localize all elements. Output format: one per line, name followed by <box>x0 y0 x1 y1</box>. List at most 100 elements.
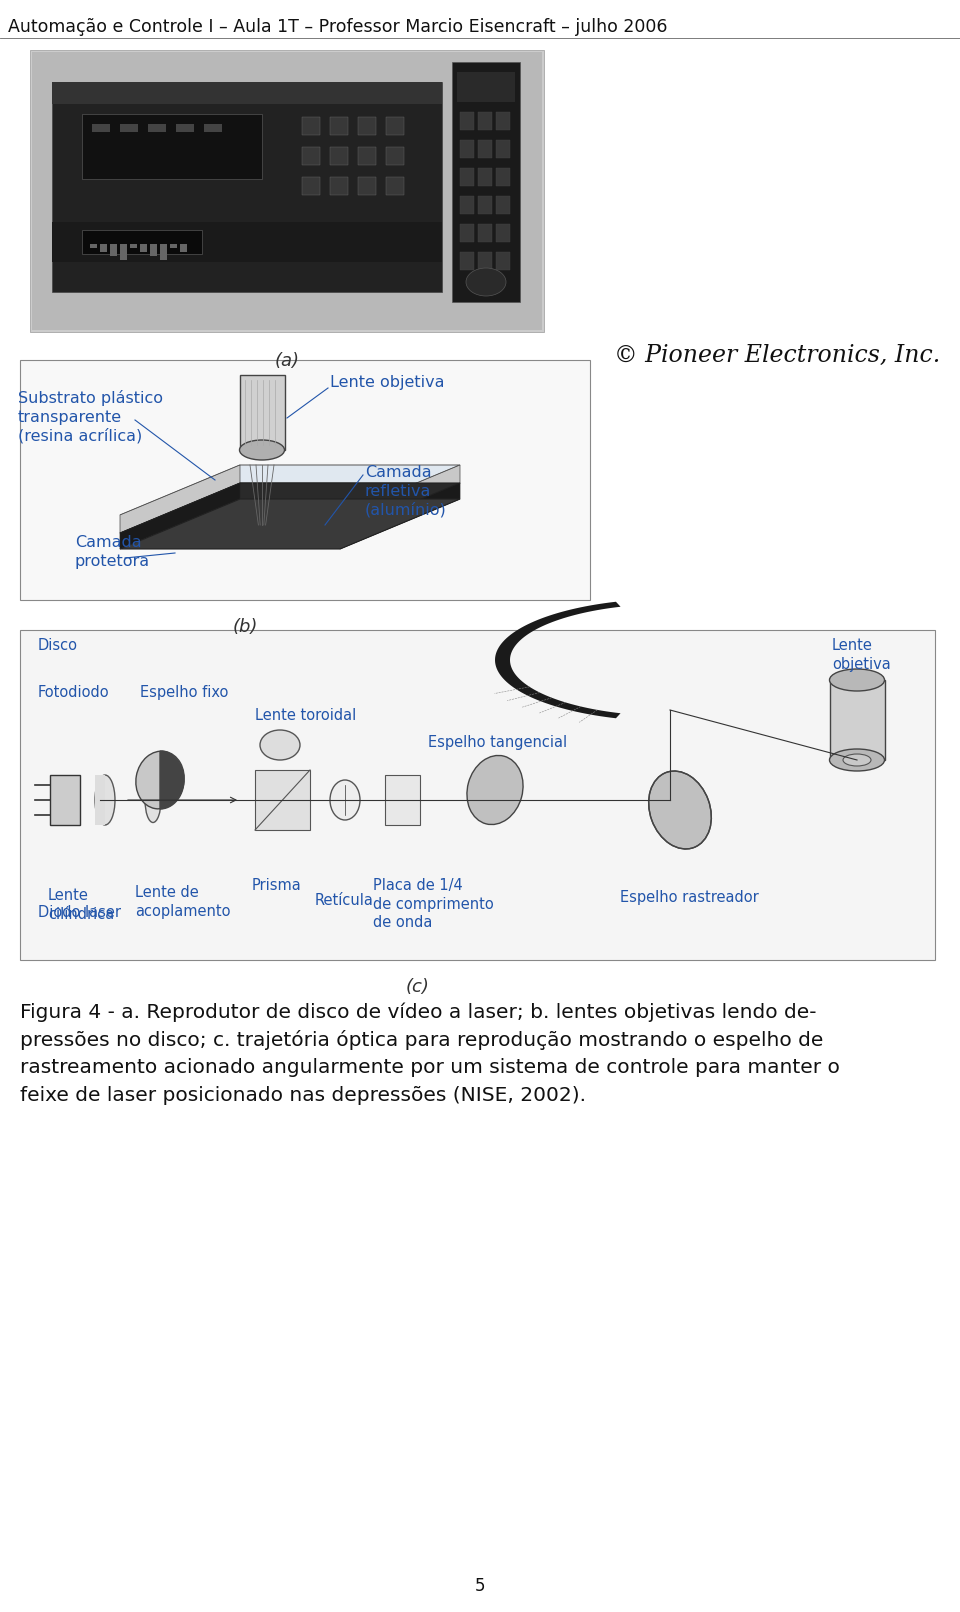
Bar <box>386 177 404 195</box>
Text: Automação e Controle I – Aula 1T – Professor Marcio Eisencraft – julho 2006: Automação e Controle I – Aula 1T – Profe… <box>8 18 667 35</box>
Ellipse shape <box>135 751 184 809</box>
Text: Figura 4 - a. Reprodutor de disco de vídeo a laser; b. lentes objetivas lendo de: Figura 4 - a. Reprodutor de disco de víd… <box>20 1003 817 1022</box>
Text: © Pioneer Electronics, Inc.: © Pioneer Electronics, Inc. <box>613 343 940 368</box>
Text: Placa de 1/4
de comprimento
de onda: Placa de 1/4 de comprimento de onda <box>373 879 493 930</box>
Bar <box>496 224 510 242</box>
Ellipse shape <box>95 775 115 825</box>
Bar <box>82 114 262 179</box>
Bar <box>460 197 474 214</box>
Polygon shape <box>255 771 310 830</box>
Bar <box>120 243 127 260</box>
Bar <box>30 50 544 332</box>
Text: (c): (c) <box>405 978 429 996</box>
Bar <box>140 243 147 251</box>
Ellipse shape <box>649 771 711 850</box>
Polygon shape <box>340 484 460 550</box>
Bar <box>385 775 420 825</box>
Ellipse shape <box>843 754 871 766</box>
Bar <box>496 140 510 158</box>
Bar <box>452 61 520 301</box>
Bar <box>92 124 110 132</box>
Bar <box>460 140 474 158</box>
Bar <box>496 168 510 185</box>
Bar <box>32 52 542 330</box>
Text: (a): (a) <box>275 351 300 371</box>
Bar <box>52 82 442 292</box>
Text: Espelho rastreador: Espelho rastreador <box>620 890 758 904</box>
Polygon shape <box>120 464 460 514</box>
Bar <box>478 251 492 269</box>
Bar <box>330 177 348 195</box>
Ellipse shape <box>330 780 360 821</box>
Text: Espelho fixo: Espelho fixo <box>140 685 228 700</box>
Bar <box>457 73 515 102</box>
Bar <box>460 224 474 242</box>
Bar <box>386 147 404 164</box>
Text: feixe de laser posicionado nas depressões (NISE, 2002).: feixe de laser posicionado nas depressõe… <box>20 1086 586 1104</box>
Bar <box>176 124 194 132</box>
Bar <box>148 124 166 132</box>
Bar <box>302 118 320 135</box>
Bar <box>478 111 492 131</box>
Bar <box>160 243 167 260</box>
Polygon shape <box>120 484 460 534</box>
Bar <box>478 224 492 242</box>
Bar <box>302 177 320 195</box>
Text: Lente toroidal: Lente toroidal <box>255 708 356 724</box>
Text: Espelho tangencial: Espelho tangencial <box>428 735 567 750</box>
Bar <box>170 243 177 248</box>
Bar <box>496 111 510 131</box>
Text: Camada
protetora: Camada protetora <box>75 535 150 569</box>
Bar <box>240 376 285 450</box>
Ellipse shape <box>145 777 161 822</box>
Bar <box>95 775 105 825</box>
Polygon shape <box>120 464 240 534</box>
Text: Substrato plástico
transparente
(resina acrílica): Substrato plástico transparente (resina … <box>18 390 163 443</box>
Text: Camada
refletiva
(alumínio): Camada refletiva (alumínio) <box>365 464 446 517</box>
Bar <box>302 147 320 164</box>
Bar <box>90 243 97 248</box>
Text: rastreamento acionado angularmente por um sistema de controle para manter o: rastreamento acionado angularmente por u… <box>20 1057 840 1077</box>
Bar <box>460 251 474 269</box>
Bar <box>386 118 404 135</box>
Polygon shape <box>120 500 460 550</box>
Bar <box>460 111 474 131</box>
Bar <box>358 147 376 164</box>
Text: Disco: Disco <box>38 638 78 653</box>
Text: pressões no disco; c. trajetória óptica para reprodução mostrando o espelho de: pressões no disco; c. trajetória óptica … <box>20 1030 824 1049</box>
Text: 5: 5 <box>475 1577 485 1594</box>
Bar <box>110 243 117 256</box>
Text: Prisma: Prisma <box>252 879 301 893</box>
Text: Diodo laser: Diodo laser <box>38 904 121 920</box>
Ellipse shape <box>260 730 300 759</box>
Ellipse shape <box>466 268 506 297</box>
Bar <box>120 124 138 132</box>
Ellipse shape <box>829 750 884 771</box>
Polygon shape <box>120 484 240 550</box>
Bar <box>204 124 222 132</box>
Bar <box>52 222 442 263</box>
Ellipse shape <box>239 440 284 459</box>
Text: Lente de
acoplamento: Lente de acoplamento <box>135 885 230 919</box>
Bar <box>50 775 80 825</box>
Bar <box>20 630 935 961</box>
Bar <box>478 140 492 158</box>
Text: (b): (b) <box>232 617 257 637</box>
Ellipse shape <box>467 756 523 825</box>
Bar <box>496 197 510 214</box>
Polygon shape <box>340 464 460 534</box>
Bar <box>52 82 442 105</box>
Bar <box>100 243 107 251</box>
Bar <box>830 680 885 759</box>
Bar <box>150 243 157 256</box>
Bar <box>358 177 376 195</box>
Polygon shape <box>120 484 460 534</box>
Text: Fotodiodo: Fotodiodo <box>38 685 109 700</box>
Text: Lente
cilíndrica: Lente cilíndrica <box>48 888 114 922</box>
Bar <box>478 197 492 214</box>
Bar <box>496 251 510 269</box>
Bar <box>130 243 137 248</box>
Bar <box>82 231 202 255</box>
Text: Lente objetiva: Lente objetiva <box>330 376 444 390</box>
Polygon shape <box>160 751 184 809</box>
